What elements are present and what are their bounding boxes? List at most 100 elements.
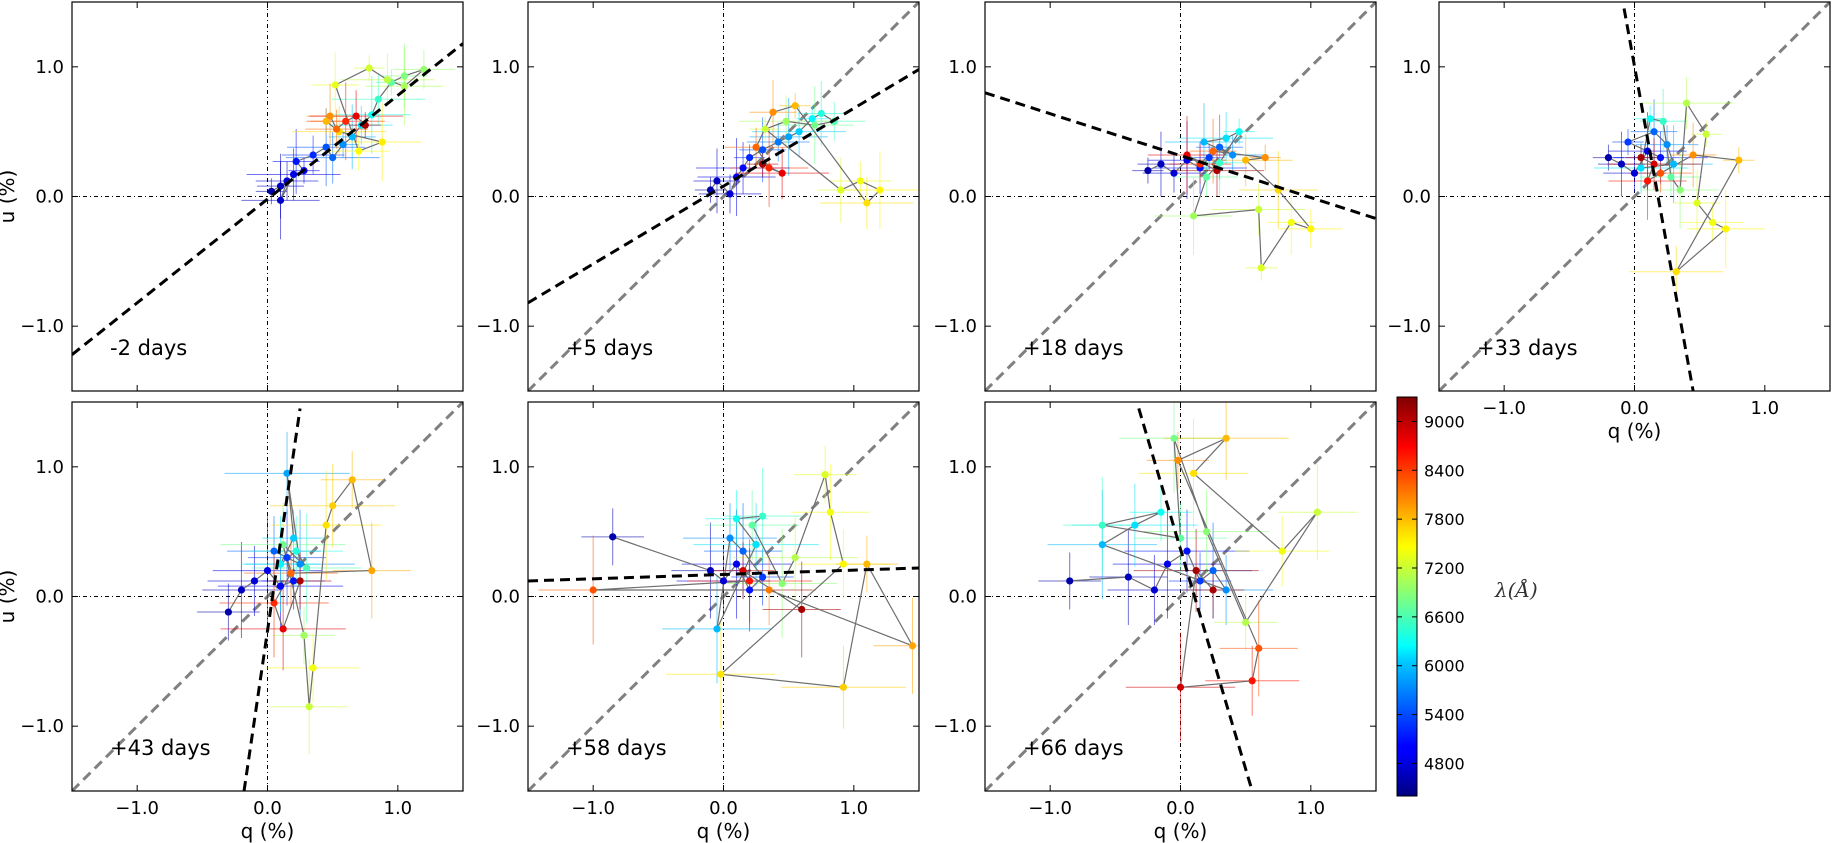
data-point bbox=[769, 108, 777, 116]
data-point bbox=[908, 642, 917, 650]
data-point bbox=[876, 186, 884, 194]
colorbar-tick-label: 7800 bbox=[1424, 510, 1465, 529]
data-point bbox=[1702, 130, 1710, 138]
data-point bbox=[365, 64, 373, 72]
data-point bbox=[1170, 169, 1178, 177]
data-point bbox=[589, 586, 597, 594]
fit-line bbox=[985, 91, 1376, 220]
data-point bbox=[856, 177, 864, 185]
data-point bbox=[719, 577, 728, 585]
plot-area bbox=[1439, 2, 1830, 391]
data-point bbox=[745, 154, 754, 162]
data-point bbox=[706, 566, 715, 575]
data-point bbox=[765, 164, 773, 172]
plot-area bbox=[528, 2, 919, 391]
x-tick-label: 0.0 bbox=[1620, 398, 1649, 419]
data-point bbox=[1216, 159, 1224, 167]
x-tick-label: 1.0 bbox=[840, 798, 869, 819]
x-tick-label: 0.0 bbox=[709, 798, 738, 819]
data-point bbox=[1192, 566, 1200, 575]
connecting-line bbox=[710, 105, 881, 204]
data-point bbox=[739, 547, 747, 555]
data-point bbox=[1637, 164, 1645, 172]
data-point bbox=[1278, 547, 1286, 555]
data-point bbox=[305, 703, 313, 711]
connecting-line bbox=[1069, 437, 1318, 688]
data-point bbox=[1066, 577, 1074, 585]
y-tick-label: −1.0 bbox=[476, 316, 520, 337]
y-tick-label: −1.0 bbox=[933, 316, 977, 337]
data-point bbox=[1205, 154, 1213, 162]
y-axis-label: u (%) bbox=[0, 170, 19, 224]
data-point bbox=[745, 577, 754, 585]
data-point bbox=[1144, 166, 1152, 175]
y-tick-label: 0.0 bbox=[1402, 187, 1431, 208]
data-point bbox=[339, 141, 347, 149]
data-point bbox=[609, 533, 617, 541]
data-point bbox=[326, 112, 334, 120]
colorbar-tick-label: 8400 bbox=[1424, 461, 1465, 480]
data-point bbox=[1216, 143, 1224, 151]
data-point bbox=[1157, 160, 1165, 168]
data-point bbox=[1242, 156, 1250, 164]
y-tick-label: −1.0 bbox=[20, 316, 64, 337]
reference-line bbox=[1439, 2, 1830, 391]
data-point bbox=[292, 157, 300, 166]
data-point bbox=[759, 573, 767, 581]
y-tick-label: 1.0 bbox=[1402, 57, 1431, 78]
y-tick-label: 0.0 bbox=[35, 187, 64, 208]
data-point bbox=[765, 586, 773, 594]
data-point bbox=[309, 664, 317, 672]
data-point bbox=[1222, 434, 1230, 442]
data-point bbox=[1189, 212, 1198, 220]
data-point bbox=[863, 199, 871, 207]
x-axis-label: q (%) bbox=[241, 819, 295, 843]
data-point bbox=[1098, 521, 1106, 529]
data-point bbox=[726, 534, 734, 542]
fit-line bbox=[528, 566, 919, 583]
colorbar-tick-label: 7200 bbox=[1424, 559, 1465, 578]
data-point bbox=[276, 582, 285, 590]
data-point bbox=[283, 554, 291, 562]
y-tick-label: 1.0 bbox=[491, 57, 520, 78]
data-point bbox=[303, 564, 311, 572]
colorbar-tick-label: 4800 bbox=[1424, 754, 1465, 773]
data-point bbox=[348, 476, 356, 484]
y-tick-label: 1.0 bbox=[491, 457, 520, 478]
data-point bbox=[1604, 154, 1613, 162]
data-point bbox=[1209, 586, 1217, 594]
data-point bbox=[1637, 154, 1645, 162]
data-point bbox=[732, 560, 741, 568]
data-point bbox=[1670, 160, 1678, 168]
data-point bbox=[1656, 169, 1665, 177]
data-point bbox=[1170, 434, 1178, 442]
data-point bbox=[795, 128, 803, 136]
panel-p1: −1.0 0.0 1.0 u (%) -2 days bbox=[0, 1, 464, 392]
data-point bbox=[1313, 508, 1321, 516]
x-tick-label: −1.0 bbox=[1482, 398, 1526, 419]
plot-area bbox=[528, 402, 919, 791]
data-point bbox=[348, 133, 356, 141]
x-tick-label: 0.0 bbox=[1166, 798, 1195, 819]
data-point bbox=[1683, 99, 1691, 107]
plot-area bbox=[72, 402, 463, 791]
data-point bbox=[745, 586, 754, 594]
x-axis-label: q (%) bbox=[1154, 819, 1208, 843]
data-point bbox=[1209, 147, 1217, 155]
data-point bbox=[300, 631, 308, 640]
data-point bbox=[713, 625, 721, 633]
data-point bbox=[759, 512, 767, 520]
plot-area bbox=[985, 402, 1376, 791]
data-point bbox=[1229, 151, 1237, 159]
data-point bbox=[250, 577, 259, 585]
data-point bbox=[778, 169, 786, 177]
data-point bbox=[296, 560, 304, 568]
data-point bbox=[1722, 225, 1730, 233]
data-point bbox=[726, 190, 734, 198]
data-point bbox=[863, 560, 871, 568]
data-point bbox=[289, 170, 298, 179]
data-point bbox=[263, 566, 272, 575]
data-point bbox=[1183, 547, 1191, 555]
colorbar: 4800 5400 6000 6600 7200 7800 8400 9000 λ(Å) bbox=[1396, 396, 1538, 797]
